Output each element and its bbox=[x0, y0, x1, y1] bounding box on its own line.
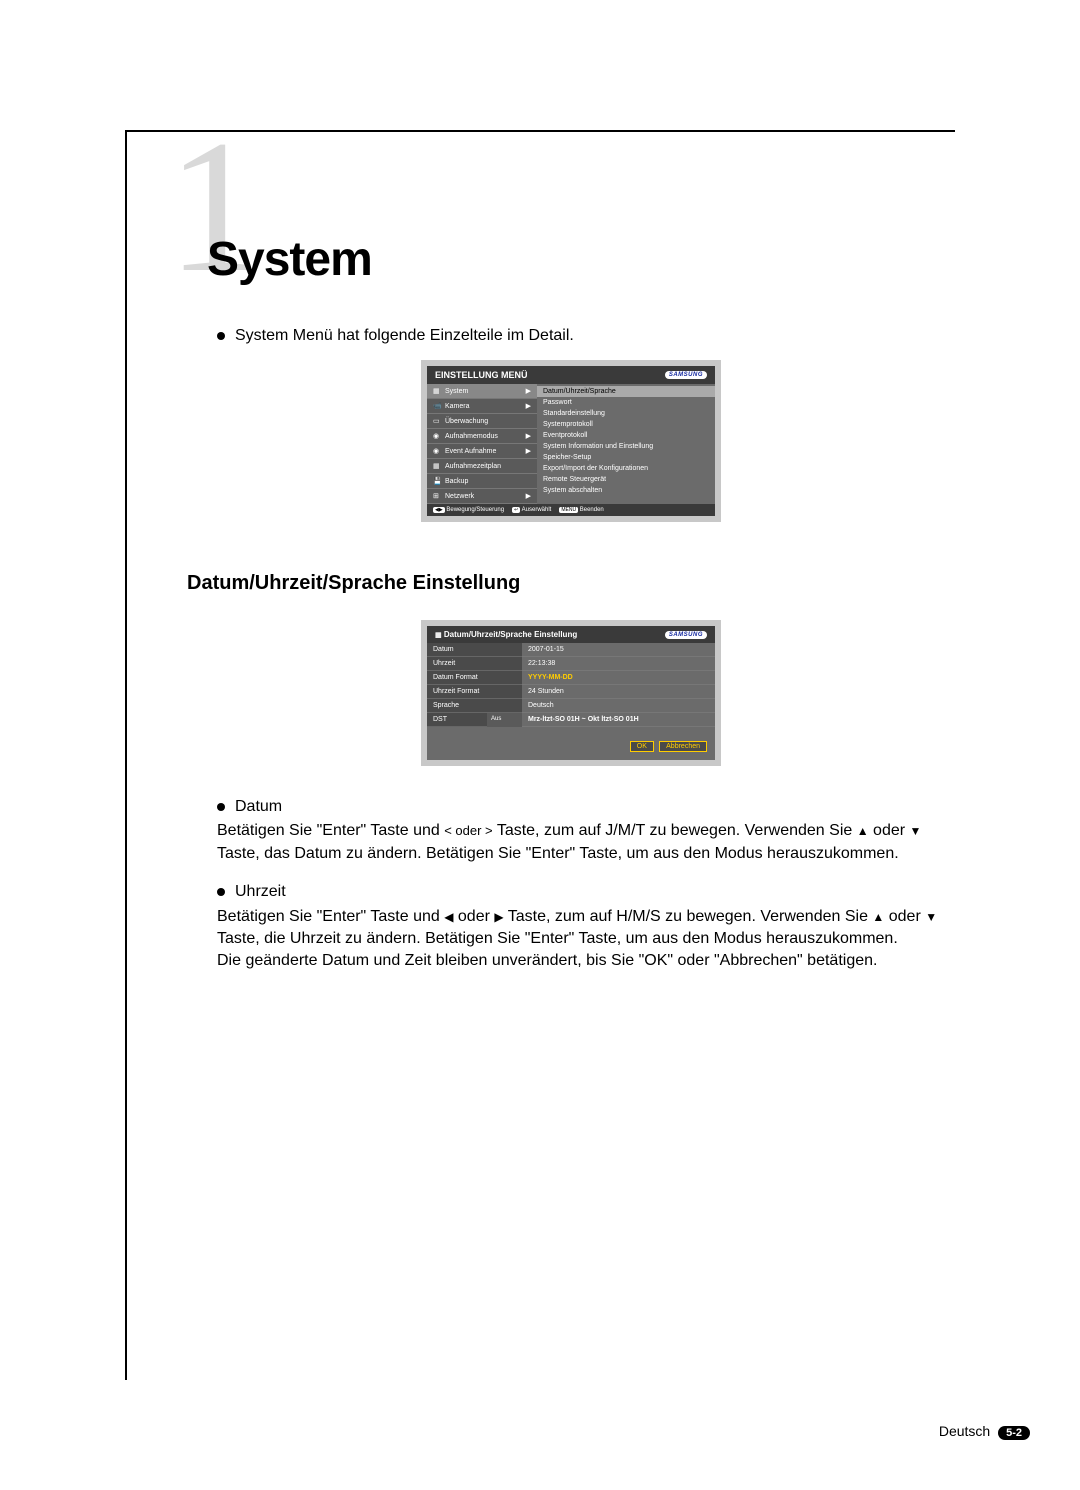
settings-title: Datum/Uhrzeit/Sprache Einstellung bbox=[444, 630, 577, 639]
page-footer: Deutsch 5-2 bbox=[939, 1423, 1030, 1440]
datum-title: Datum bbox=[235, 798, 282, 815]
bullet-icon bbox=[217, 803, 225, 811]
bullet-icon bbox=[217, 332, 225, 340]
footer-exit: MENU Beenden bbox=[559, 507, 603, 513]
cancel-button[interactable]: Abbrechen bbox=[659, 741, 707, 752]
submenu-eventprotokoll[interactable]: Eventprotokoll bbox=[537, 430, 715, 441]
settings-button-row: OK Abbrechen bbox=[427, 727, 715, 760]
submenu-abschalten[interactable]: System abschalten bbox=[537, 485, 715, 496]
uhrzeit-text-2: Die geänderte Datum und Zeit bleiben unv… bbox=[217, 952, 877, 969]
row-datum[interactable]: Datum 2007-01-15 bbox=[427, 643, 715, 657]
menu-screenshot: EINSTELLUNG MENÜ SAMSUNG ▦System▶ 📹Kamer… bbox=[421, 360, 721, 522]
submenu-sysprotokoll[interactable]: Systemprotokoll bbox=[537, 419, 715, 430]
settings-screenshot: ▦ Datum/Uhrzeit/Sprache Einstellung SAMS… bbox=[421, 620, 721, 766]
menu-footer: ◀▶ Bewegung/Steuerung ↵ Auserwählt MENU … bbox=[427, 504, 715, 516]
menu-item-kamera[interactable]: 📹Kamera▶ bbox=[427, 399, 537, 414]
menu-left-panel: ▦System▶ 📹Kamera▶ ▭Überwachung ◉Aufnahme… bbox=[427, 384, 537, 504]
row-dst[interactable]: DST Aus Mrz-ltzt-SO 01H ~ Okt ltzt-SO 01… bbox=[427, 713, 715, 727]
instruction-datum: Datum Betätigen Sie "Enter" Taste und < … bbox=[217, 796, 955, 865]
menu-item-netzwerk[interactable]: ⊞Netzwerk▶ bbox=[427, 489, 537, 504]
submenu-passwort[interactable]: Passwort bbox=[537, 397, 715, 408]
menu-item-ueberwachung[interactable]: ▭Überwachung bbox=[427, 414, 537, 429]
intro-text: System Menü hat folgende Einzelteile im … bbox=[217, 327, 955, 345]
menu-title-bar: EINSTELLUNG MENÜ SAMSUNG bbox=[427, 366, 715, 384]
brand-logo: SAMSUNG bbox=[665, 371, 707, 379]
footer-lang: Deutsch bbox=[939, 1423, 990, 1439]
uhrzeit-text-1: Betätigen Sie "Enter" Taste und ◀ oder ▶… bbox=[217, 908, 937, 947]
menu-body: ▦System▶ 📹Kamera▶ ▭Überwachung ◉Aufnahme… bbox=[427, 384, 715, 504]
row-uhrzeit[interactable]: Uhrzeit 22:13:38 bbox=[427, 657, 715, 671]
ok-button[interactable]: OK bbox=[630, 741, 654, 752]
manual-page: 1 System System Menü hat folgende Einzel… bbox=[125, 130, 955, 1380]
intro-label: System Menü hat folgende Einzelteile im … bbox=[235, 327, 574, 344]
menu-item-aufnahmezeitplan[interactable]: ▦Aufnahmezeitplan bbox=[427, 459, 537, 474]
bullet-icon bbox=[217, 888, 225, 896]
settings-title-bar: ▦ Datum/Uhrzeit/Sprache Einstellung SAMS… bbox=[427, 626, 715, 643]
footer-select: ↵ Auserwählt bbox=[512, 507, 551, 513]
uhrzeit-title: Uhrzeit bbox=[235, 883, 286, 900]
chapter-title: System bbox=[207, 232, 955, 287]
submenu-speicher[interactable]: Speicher-Setup bbox=[537, 452, 715, 463]
footer-move: ◀▶ Bewegung/Steuerung bbox=[433, 507, 504, 513]
submenu-standard[interactable]: Standardeinstellung bbox=[537, 408, 715, 419]
menu-title: EINSTELLUNG MENÜ bbox=[435, 370, 528, 380]
submenu-remote[interactable]: Remote Steuergerät bbox=[537, 474, 715, 485]
instruction-uhrzeit: Uhrzeit Betätigen Sie "Enter" Taste und … bbox=[217, 881, 955, 973]
brand-logo: SAMSUNG bbox=[665, 631, 707, 639]
instructions-block: Datum Betätigen Sie "Enter" Taste und < … bbox=[217, 796, 955, 973]
row-datum-format[interactable]: Datum Format YYYY-MM-DD bbox=[427, 671, 715, 685]
submenu-datum[interactable]: Datum/Uhrzeit/Sprache bbox=[537, 386, 715, 397]
submenu-sysinfo[interactable]: System Information und Einstellung bbox=[537, 441, 715, 452]
menu-item-backup[interactable]: 💾Backup bbox=[427, 474, 537, 489]
datum-text: Betätigen Sie "Enter" Taste und < oder >… bbox=[217, 822, 921, 861]
section-heading: Datum/Uhrzeit/Sprache Einstellung bbox=[187, 572, 955, 595]
submenu-export[interactable]: Export/Import der Konfigurationen bbox=[537, 463, 715, 474]
row-uhrzeit-format[interactable]: Uhrzeit Format 24 Stunden bbox=[427, 685, 715, 699]
row-sprache[interactable]: Sprache Deutsch bbox=[427, 699, 715, 713]
page-number: 5-2 bbox=[998, 1426, 1030, 1440]
menu-item-event-aufnahme[interactable]: ◉Event Aufnahme▶ bbox=[427, 444, 537, 459]
menu-right-panel: Datum/Uhrzeit/Sprache Passwort Standarde… bbox=[537, 384, 715, 504]
menu-item-aufnahmemodus[interactable]: ◉Aufnahmemodus▶ bbox=[427, 429, 537, 444]
menu-item-system[interactable]: ▦System▶ bbox=[427, 384, 537, 399]
